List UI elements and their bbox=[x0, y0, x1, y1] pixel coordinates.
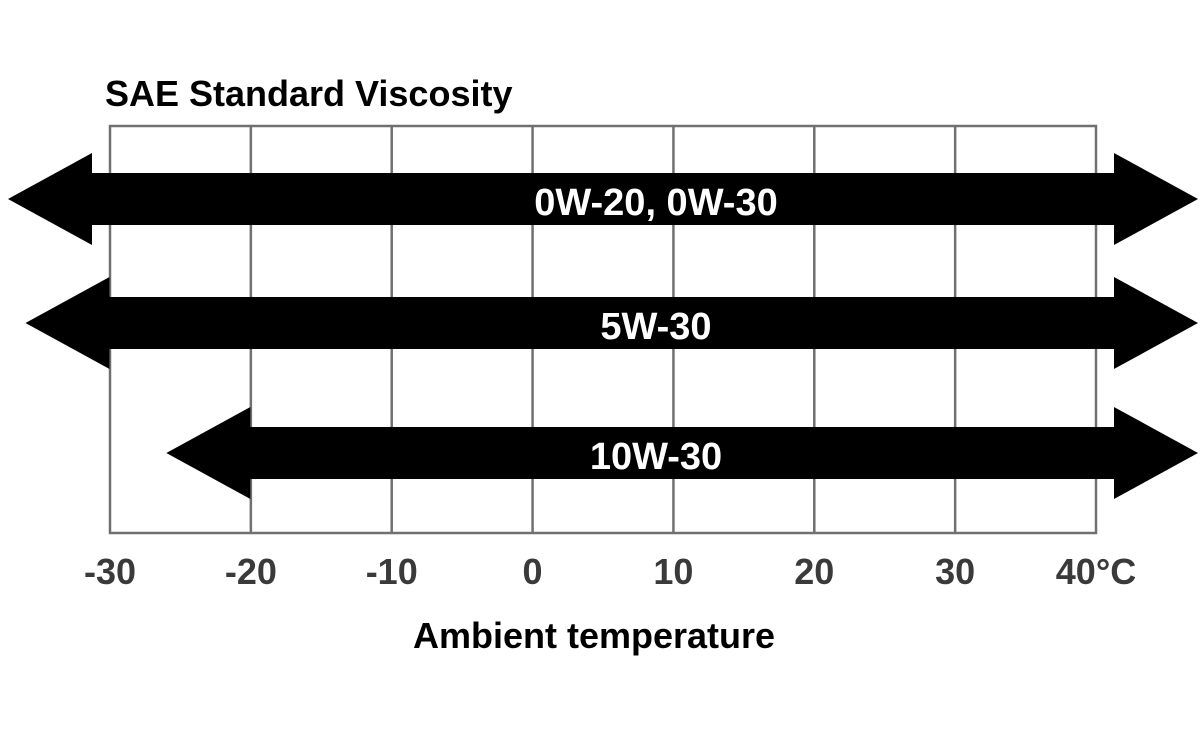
x-tick-label: 20 bbox=[794, 551, 834, 592]
viscosity-arrow bbox=[166, 407, 1198, 499]
arrow-label: 10W-30 bbox=[590, 436, 722, 478]
x-tick-label: -20 bbox=[225, 551, 277, 592]
x-tick-labels: -30 -20 -10 0 10 20 30 40°C bbox=[84, 551, 1136, 592]
arrow-label: 5W-30 bbox=[600, 306, 711, 348]
chart-title: SAE Standard Viscosity bbox=[105, 73, 512, 114]
x-tick-label: -30 bbox=[84, 551, 136, 592]
viscosity-arrows: 0W-20, 0W-30 5W-30 10W-30 bbox=[8, 153, 1198, 499]
x-axis-label: Ambient temperature bbox=[413, 615, 775, 656]
arrow-label: 0W-20, 0W-30 bbox=[534, 182, 777, 224]
viscosity-arrow bbox=[25, 277, 1198, 369]
x-tick-label: 30 bbox=[935, 551, 975, 592]
x-tick-label: 0 bbox=[523, 551, 543, 592]
x-tick-label: 40°C bbox=[1056, 551, 1136, 592]
x-tick-label: -10 bbox=[366, 551, 418, 592]
viscosity-arrow bbox=[8, 153, 1198, 245]
x-tick-label: 10 bbox=[653, 551, 693, 592]
